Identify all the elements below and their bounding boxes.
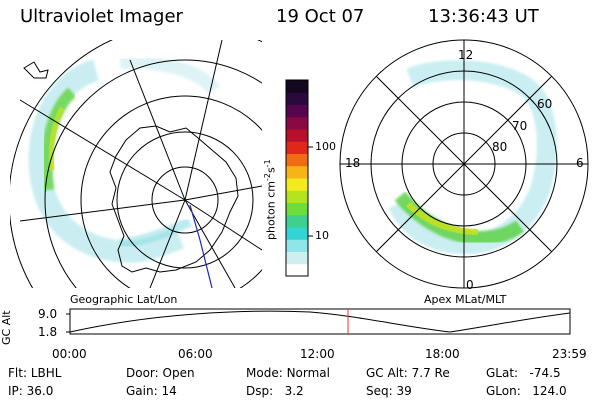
antarctica-outline xyxy=(109,125,239,273)
mlt-label-6: 6 xyxy=(576,156,584,170)
lat-label-70: 70 xyxy=(512,119,528,133)
geographic-panel-label: Geographic Lat/Lon xyxy=(70,293,178,306)
colorbar-unit-label: photon cm-2s-1 xyxy=(263,159,278,240)
colorbar-segment xyxy=(286,165,308,179)
lat-label-60: 60 xyxy=(537,97,553,111)
colorbar-segment xyxy=(286,116,308,130)
time-label: 13:36:43 UT xyxy=(428,6,539,27)
colorbar-segment xyxy=(286,251,308,265)
time-tick-0000: 00:00 xyxy=(52,347,87,361)
date-label: 19 Oct 07 xyxy=(276,6,365,27)
colorbar-segment xyxy=(286,190,308,203)
altitude-ytick-bottom: 1.8 xyxy=(38,325,58,339)
polar-plot xyxy=(339,39,589,289)
geo-aurora-oval xyxy=(28,59,185,263)
gcalt-field: GC Alt: 7.7 Re xyxy=(366,366,450,380)
colorbar-segment xyxy=(286,239,308,252)
mlt-label-12: 12 xyxy=(458,48,474,62)
lat-label-80: 80 xyxy=(492,140,508,154)
colorbar-tick-100: 100 xyxy=(315,140,336,153)
gain-field: Gain: 14 xyxy=(126,384,177,398)
door-field: Door: Open xyxy=(126,366,195,380)
mlt-label-0: 0 xyxy=(466,278,474,292)
glon-field: GLon: 124.0 xyxy=(486,384,567,398)
colorbar-segment xyxy=(286,214,308,228)
instrument-title: Ultraviolet Imager xyxy=(20,6,183,27)
altitude-plot xyxy=(66,308,571,335)
colorbar-segment xyxy=(286,263,308,277)
time-tick-0600: 06:00 xyxy=(178,347,213,361)
altitude-ylabel: GC Alt xyxy=(0,310,13,345)
ip-field: IP: 36.0 xyxy=(8,384,54,398)
flt-field: Flt: LBHL xyxy=(8,366,62,380)
time-tick-1800: 18:00 xyxy=(425,347,460,361)
colorbar-segment xyxy=(286,92,308,105)
colorbar-segment xyxy=(286,141,308,154)
colorbar-segment xyxy=(286,80,308,93)
colorbar xyxy=(286,80,308,277)
time-tick-1200: 12:00 xyxy=(300,347,335,361)
time-tick-2359: 23:59 xyxy=(552,347,587,361)
altitude-ytick-top: 9.0 xyxy=(38,307,58,321)
colorbar-segment xyxy=(286,178,308,191)
colorbar-segment xyxy=(286,227,308,240)
mode-field: Mode: Normal xyxy=(246,366,330,380)
polar-aurora-oval xyxy=(388,60,557,255)
altitude-curve xyxy=(69,310,571,333)
colorbar-segment xyxy=(286,104,308,118)
colorbar-segment xyxy=(286,153,308,167)
dsp-field: Dsp: 3.2 xyxy=(246,384,304,398)
seq-field: Seq: 39 xyxy=(366,384,412,398)
colorbar-tick-10: 10 xyxy=(315,229,329,242)
glat-field: GLat: -74.5 xyxy=(486,366,561,380)
colorbar-segment xyxy=(286,129,308,142)
colorbar-segment xyxy=(286,202,308,216)
polar-panel-label: Apex MLat/MLT xyxy=(424,293,507,306)
mlt-label-18: 18 xyxy=(345,156,361,170)
